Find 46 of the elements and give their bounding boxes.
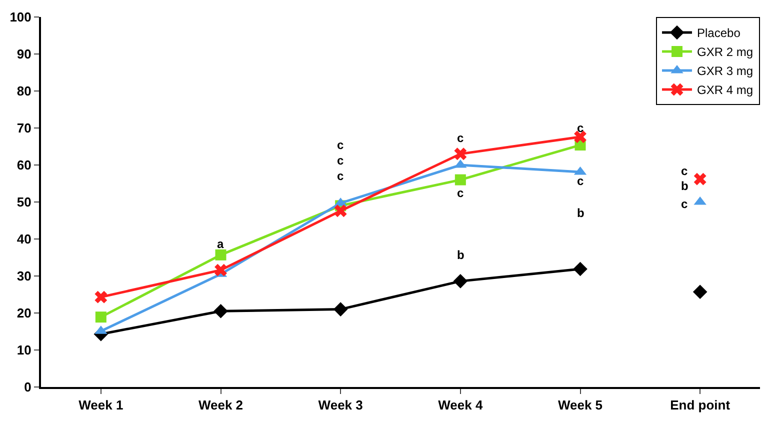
annotation: c — [577, 174, 584, 188]
point — [94, 290, 108, 304]
annotation: c — [457, 131, 464, 145]
point — [333, 302, 348, 316]
point — [453, 274, 468, 288]
x-tick-label: Week 2 — [198, 398, 244, 413]
point — [95, 312, 106, 323]
y-tick-label: 50 — [16, 194, 32, 210]
legend-label: GXR 4 mg — [697, 83, 754, 98]
x-tick-label: Week 4 — [438, 398, 484, 413]
y-tick-label: 60 — [16, 158, 32, 173]
annotation: c — [681, 197, 688, 211]
legend-label: GXR 3 mg — [697, 64, 754, 78]
y-tick-label: 10 — [16, 342, 32, 358]
point — [214, 264, 227, 276]
point — [454, 174, 466, 186]
y-tick-label: 90 — [16, 46, 32, 62]
annotation: b — [577, 206, 584, 220]
point — [454, 148, 467, 160]
point — [215, 249, 226, 260]
annotation: c — [681, 164, 688, 178]
x-tick-label: Week 1 — [78, 398, 124, 413]
y-tick-label: 40 — [16, 232, 32, 247]
point — [334, 204, 347, 218]
point — [574, 130, 586, 144]
y-tick-label: 100 — [10, 10, 32, 25]
annotation: c — [457, 186, 464, 200]
y-tick-label: 0 — [24, 380, 32, 395]
point — [694, 172, 706, 186]
point — [214, 304, 228, 318]
x-tick-label: End point — [670, 398, 731, 413]
point — [692, 284, 708, 300]
x-tick-label: Week 3 — [318, 398, 363, 413]
y-tick-label: 20 — [16, 306, 32, 321]
annotation: b — [457, 248, 464, 262]
annotation: c c c — [337, 138, 344, 184]
point — [573, 262, 588, 276]
x-tick-label: Week 5 — [558, 398, 603, 413]
annotation: a — [217, 237, 224, 251]
y-tick-label: 70 — [16, 120, 32, 136]
legend-label: Placebo — [697, 26, 741, 40]
legend-label: GXR 2 mg — [697, 45, 754, 60]
y-tick-label: 30 — [16, 268, 32, 284]
annotation: b — [681, 179, 688, 193]
y-tick-label: 80 — [16, 84, 32, 99]
annotation: c — [577, 121, 584, 135]
